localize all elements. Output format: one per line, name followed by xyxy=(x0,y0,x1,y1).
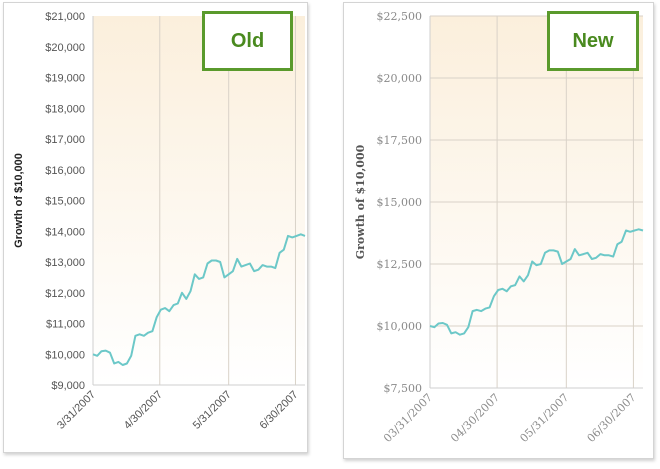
growth-series-line xyxy=(92,233,306,366)
x-tick-label: 3/31/2007 xyxy=(55,389,98,432)
x-tick-label: 04/30/2007 xyxy=(448,391,502,445)
y-tick-label: $10,000 xyxy=(45,349,85,361)
y-axis-label: Growth of $10,000 xyxy=(354,144,367,259)
new-chart-panel: $7,500 $10,000 $12,500 $15,000 $17,500 $20,00… xyxy=(343,2,654,459)
y-tick-label: $19,000 xyxy=(45,73,85,85)
y-tick-label: $21,000 xyxy=(45,11,85,23)
y-tick-label: $14,000 xyxy=(45,226,85,238)
x-tick-label: 06/30/2007 xyxy=(585,391,639,445)
y-tick-label: $18,000 xyxy=(45,103,85,115)
y-tick-label: $7,500 xyxy=(384,382,423,395)
old-chart-panel: $9,000 $10,000 $11,000 $12,000 $13,000 $14,00… xyxy=(3,2,308,453)
y-tick-label: $12,000 xyxy=(45,288,85,300)
y-tick-label: $22,500 xyxy=(377,10,423,23)
x-tick-label: 6/30/2007 xyxy=(257,389,300,432)
x-tick-label: 4/30/2007 xyxy=(122,389,165,432)
y-tick-label: $20,000 xyxy=(45,42,85,54)
y-tick-label: $15,000 xyxy=(45,196,85,208)
y-tick-label: $17,000 xyxy=(45,134,85,146)
new-line-chart: $7,500 $10,000 $12,500 $15,000 $17,500 $20,00… xyxy=(354,10,644,445)
y-tick-label: $12,500 xyxy=(377,258,423,271)
y-tick-label: $9,000 xyxy=(51,380,85,392)
x-tick-label: 03/31/2007 xyxy=(381,391,435,445)
old-badge: Old xyxy=(202,11,293,71)
y-tick-label: $16,000 xyxy=(45,165,85,177)
x-tick-label: 5/31/2007 xyxy=(191,389,234,432)
x-tick-label: 05/31/2007 xyxy=(517,391,571,445)
old-line-chart: $9,000 $10,000 $11,000 $12,000 $13,000 $14,00… xyxy=(13,11,306,432)
y-axis-label: Growth of $10,000 xyxy=(13,153,25,248)
growth-series-line xyxy=(429,228,644,336)
y-tick-label: $17,500 xyxy=(377,134,423,147)
y-tick-label: $10,000 xyxy=(377,320,423,333)
y-tick-label: $15,000 xyxy=(377,196,423,209)
y-tick-label: $11,000 xyxy=(46,319,85,331)
y-tick-label: $20,000 xyxy=(377,72,423,85)
new-badge: New xyxy=(547,11,639,71)
plot-background xyxy=(93,16,305,385)
y-tick-label: $13,000 xyxy=(45,257,85,269)
